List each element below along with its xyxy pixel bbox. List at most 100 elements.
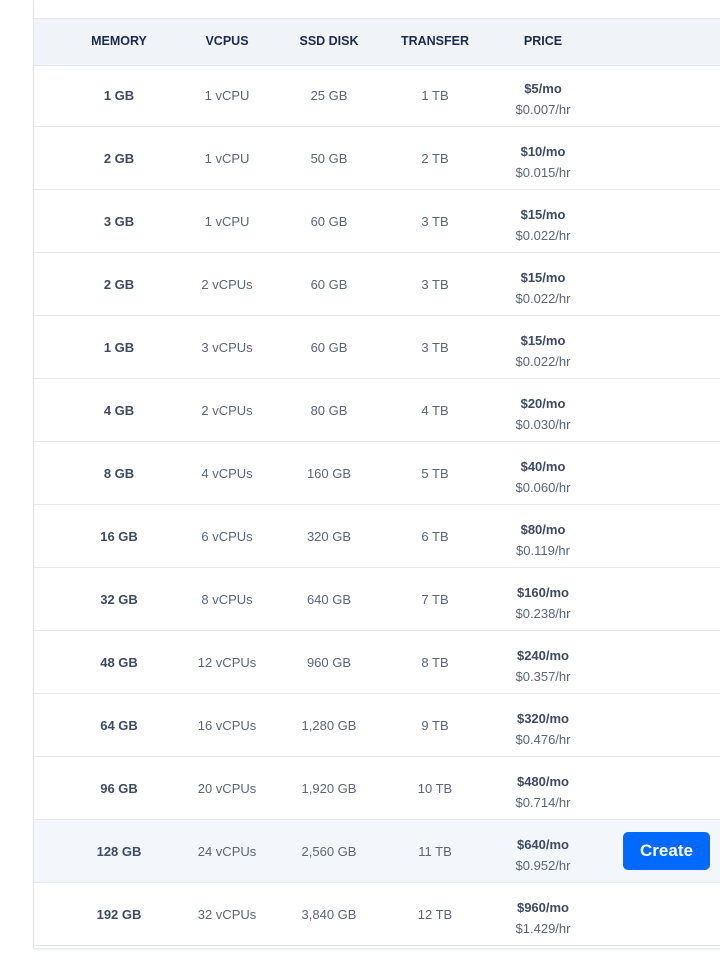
monthly-price: $80/mo bbox=[520, 522, 566, 537]
vcpus-cell: 8 vCPUs bbox=[201, 592, 253, 607]
table-row[interactable]: 64 GB 16 vCPUs 1,280 GB 9 TB $320/mo $0.476/h… bbox=[34, 694, 720, 757]
droplet-plans-table: MEMORY VCPUS SSD DISK TRANSFER PRICE 1 G… bbox=[33, 0, 720, 949]
table-row[interactable]: 128 GB 24 vCPUs 2,560 GB 11 TB $640/mo $0.952… bbox=[34, 820, 720, 883]
table-row[interactable]: 32 GB 8 vCPUs 640 GB 7 TB $160/mo $0.238/hr bbox=[34, 568, 720, 631]
memory-cell: 2 GB bbox=[103, 151, 135, 166]
transfer-cell: 11 TB bbox=[418, 844, 452, 859]
memory-cell: 8 GB bbox=[103, 466, 135, 481]
transfer-cell: 8 TB bbox=[421, 655, 449, 670]
transfer-cell: 5 TB bbox=[421, 466, 449, 481]
vcpus-cell: 1 vCPU bbox=[204, 151, 250, 166]
disk-cell: 960 GB bbox=[306, 655, 352, 670]
memory-cell: 32 GB bbox=[100, 592, 138, 607]
disk-cell: 640 GB bbox=[306, 592, 352, 607]
hourly-price: $0.022/hr bbox=[515, 354, 571, 369]
memory-cell: 2 GB bbox=[103, 277, 135, 292]
price-cell: $960/mo $1.429/hr bbox=[516, 897, 571, 939]
memory-cell: 64 GB bbox=[100, 718, 138, 733]
transfer-cell: 2 TB bbox=[421, 151, 449, 166]
disk-cell: 1,280 GB bbox=[301, 718, 357, 733]
table-row[interactable]: 4 GB 2 vCPUs 80 GB 4 TB $20/mo $0.030/hr bbox=[34, 379, 720, 442]
vcpus-cell: 20 vCPUs bbox=[197, 781, 257, 796]
disk-cell: 80 GB bbox=[310, 403, 348, 418]
monthly-price: $15/mo bbox=[520, 333, 566, 348]
vcpus-cell: 1 vCPU bbox=[204, 214, 250, 229]
monthly-price: $480/mo bbox=[516, 774, 570, 789]
table-row[interactable]: 3 GB 1 vCPU 60 GB 3 TB $15/mo $0.022/hr bbox=[34, 190, 720, 253]
price-cell: $15/mo $0.022/hr bbox=[516, 267, 571, 309]
price-cell: $15/mo $0.022/hr bbox=[516, 204, 571, 246]
monthly-price: $240/mo bbox=[516, 648, 570, 663]
memory-cell: 192 GB bbox=[96, 907, 142, 922]
memory-cell: 1 GB bbox=[103, 340, 135, 355]
transfer-cell: 3 TB bbox=[421, 214, 449, 229]
memory-cell: 1 GB bbox=[103, 88, 135, 103]
hourly-price: $0.007/hr bbox=[515, 102, 571, 117]
memory-cell: 3 GB bbox=[103, 214, 135, 229]
hourly-price: $0.030/hr bbox=[515, 417, 571, 432]
disk-cell: 3,840 GB bbox=[301, 907, 357, 922]
table-row[interactable]: 8 GB 4 vCPUs 160 GB 5 TB $40/mo $0.060/hr bbox=[34, 442, 720, 505]
transfer-cell: 6 TB bbox=[421, 529, 449, 544]
monthly-price: $320/mo bbox=[516, 711, 570, 726]
vcpus-cell: 6 vCPUs bbox=[201, 529, 253, 544]
transfer-cell: 12 TB bbox=[417, 907, 453, 922]
header-vcpus: VCPUS bbox=[205, 34, 249, 48]
price-cell: $20/mo $0.030/hr bbox=[516, 393, 571, 435]
table-row[interactable]: 1 GB 3 vCPUs 60 GB 3 TB $15/mo $0.022/hr bbox=[34, 316, 720, 379]
memory-cell: 128 GB bbox=[96, 844, 142, 859]
table-row[interactable]: 1 GB 1 vCPU 25 GB 1 TB $5/mo $0.007/hr bbox=[34, 64, 720, 127]
monthly-price: $960/mo bbox=[516, 900, 570, 915]
monthly-price: $40/mo bbox=[520, 459, 566, 474]
hourly-price: $0.119/hr bbox=[516, 543, 570, 558]
vcpus-cell: 16 vCPUs bbox=[197, 718, 257, 733]
transfer-cell: 1 TB bbox=[421, 88, 449, 103]
price-cell: $640/mo $0.952/hr bbox=[516, 834, 571, 876]
vcpus-cell: 1 vCPU bbox=[204, 88, 250, 103]
disk-cell: 1,920 GB bbox=[301, 781, 357, 796]
hourly-price: $0.060/hr bbox=[515, 480, 571, 495]
price-cell: $160/mo $0.238/hr bbox=[516, 582, 571, 624]
table-header: MEMORY VCPUS SSD DISK TRANSFER PRICE bbox=[34, 18, 720, 66]
table-row[interactable]: 192 GB 32 vCPUs 3,840 GB 12 TB $960/mo $1.429… bbox=[34, 883, 720, 946]
disk-cell: 60 GB bbox=[310, 214, 348, 229]
transfer-cell: 10 TB bbox=[417, 781, 453, 796]
monthly-price: $5/mo bbox=[524, 81, 562, 96]
hourly-price: $0.015/hr bbox=[515, 165, 571, 180]
price-cell: $480/mo $0.714/hr bbox=[516, 771, 571, 813]
table-row[interactable]: 2 GB 2 vCPUs 60 GB 3 TB $15/mo $0.022/hr bbox=[34, 253, 720, 316]
vcpus-cell: 12 vCPUs bbox=[197, 655, 257, 670]
hourly-price: $0.022/hr bbox=[515, 228, 571, 243]
hourly-price: $0.357/hr bbox=[515, 669, 571, 684]
transfer-cell: 7 TB bbox=[421, 592, 449, 607]
memory-cell: 96 GB bbox=[100, 781, 138, 796]
monthly-price: $15/mo bbox=[520, 270, 566, 285]
table-row[interactable]: 2 GB 1 vCPU 50 GB 2 TB $10/mo $0.015/hr bbox=[34, 127, 720, 190]
memory-cell: 48 GB bbox=[100, 655, 138, 670]
price-cell: $240/mo $0.357/hr bbox=[516, 645, 571, 687]
hourly-price: $0.238/hr bbox=[515, 606, 571, 621]
disk-cell: 320 GB bbox=[306, 529, 352, 544]
price-cell: $5/mo $0.007/hr bbox=[516, 78, 571, 120]
table-row[interactable]: 96 GB 20 vCPUs 1,920 GB 10 TB $480/mo $0.714/… bbox=[34, 757, 720, 820]
table-row[interactable]: 16 GB 6 vCPUs 320 GB 6 TB $80/mo $0.119/hr bbox=[34, 505, 720, 568]
monthly-price: $10/mo bbox=[520, 144, 566, 159]
create-button[interactable]: Create bbox=[623, 832, 710, 870]
price-cell: $10/mo $0.015/hr bbox=[516, 141, 571, 183]
disk-cell: 50 GB bbox=[310, 151, 348, 166]
monthly-price: $640/mo bbox=[516, 837, 570, 852]
monthly-price: $15/mo bbox=[520, 207, 566, 222]
disk-cell: 25 GB bbox=[310, 88, 348, 103]
vcpus-cell: 3 vCPUs bbox=[201, 340, 253, 355]
price-cell: $40/mo $0.060/hr bbox=[516, 456, 571, 498]
disk-cell: 60 GB bbox=[310, 340, 348, 355]
memory-cell: 4 GB bbox=[103, 403, 135, 418]
transfer-cell: 9 TB bbox=[421, 718, 449, 733]
header-price: PRICE bbox=[523, 34, 563, 48]
header-memory: MEMORY bbox=[91, 34, 147, 48]
price-cell: $320/mo $0.476/hr bbox=[516, 708, 571, 750]
vcpus-cell: 4 vCPUs bbox=[201, 466, 253, 481]
memory-cell: 16 GB bbox=[100, 529, 138, 544]
table-row[interactable]: 48 GB 12 vCPUs 960 GB 8 TB $240/mo $0.357/hr bbox=[34, 631, 720, 694]
disk-cell: 160 GB bbox=[306, 466, 352, 481]
